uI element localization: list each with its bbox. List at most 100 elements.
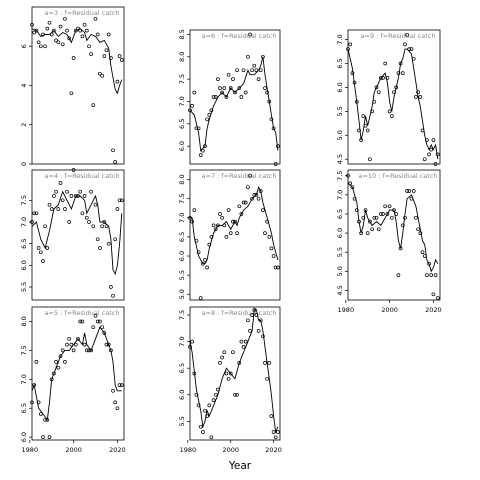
data-point [38,250,43,255]
data-point [376,227,381,232]
data-point [106,342,111,347]
data-point [429,147,434,152]
data-point [104,48,109,53]
data-point [256,77,261,81]
data-point [111,388,115,393]
data-point [196,250,201,255]
data-point [239,95,244,99]
data-point [226,208,231,212]
data-point [198,153,203,157]
data-point [433,273,438,277]
data-point [233,392,237,397]
y-tick-label: 7.0 [20,374,28,384]
x-tick-label: 1980 [338,306,355,314]
data-point [102,331,107,335]
data-point [100,224,104,229]
data-point [34,28,39,33]
data-point [119,58,124,62]
x-tick-label: 2000 [222,446,239,454]
data-point [190,339,194,344]
data-point [192,208,197,212]
data-point [60,198,65,203]
x-tick-label: 2020 [109,446,126,454]
y-tick-label: 7.5 [20,195,28,205]
data-point [43,417,47,422]
data-point [58,354,63,359]
data-point [263,86,267,90]
data-point [246,185,250,190]
y-tick-label: 8.0 [178,52,186,62]
data-point [196,403,201,408]
data-point [56,365,61,370]
y-tick-label: 5.0 [178,289,186,299]
y-tick-label: 8.0 [20,316,28,326]
data-point [407,189,412,193]
data-point [201,148,205,153]
data-point [198,296,203,300]
data-point [198,424,203,429]
data-point [411,189,416,193]
panel-5: a=7 : f=Residual catch 5.0 5.5 6.0 6.5 7.0 7.5… [178,169,281,301]
data-point [365,128,370,133]
data-point [87,44,91,49]
y-tick-label: 6.0 [178,141,186,151]
data-point [405,32,409,37]
panel-6: a=8 : f=Residual catch 5.5 6.0 6.5 7.0 7.5 198… [178,306,282,454]
data-point [435,152,440,157]
fitted-line [347,48,439,160]
data-point [30,220,34,224]
data-point [104,224,109,229]
data-point [111,148,115,153]
y-tick-label: 7.0 [178,96,186,106]
data-point [228,371,233,376]
data-point [396,71,401,75]
data-point [43,44,47,49]
data-point [95,237,100,242]
panel-1: a=3 : f=Residual catch 0 2 4 6 [20,6,125,166]
panel-title: a=10 : f=Residual catch [358,172,437,180]
data-point [93,202,98,207]
data-point [67,36,72,41]
panel-4: a=6 : f=Residual catch 6.0 6.5 7.0 7.5 8.0 8.5 [178,29,281,166]
x-axis-label: Year [228,460,252,472]
fitted-line [189,309,279,434]
data-point [69,194,74,198]
data-point [63,207,67,211]
data-point [32,30,37,35]
data-point [45,246,50,250]
data-point [54,360,58,364]
data-point [80,319,85,324]
data-point [220,215,224,220]
data-point [224,371,229,376]
data-point [263,231,267,235]
fitted-line [31,28,123,95]
data-point [241,68,246,73]
data-point [58,181,63,185]
data-point [207,403,212,408]
data-point [73,342,78,347]
panel-title: a=5 : f=Residual catch [45,309,120,317]
data-point [117,383,122,387]
data-point [414,95,418,99]
data-point [216,77,220,81]
panel-frame [31,169,125,301]
data-point [433,162,438,166]
data-point [82,342,87,347]
data-point [113,237,118,242]
panel-frame [31,6,125,165]
data-point [370,227,374,232]
data-point [425,273,429,277]
data-point [211,95,216,99]
data-point [222,350,227,355]
data-point [69,342,74,347]
data-point [241,345,246,349]
data-point [416,227,420,232]
y-tick-label: 6.5 [20,238,28,248]
data-point [205,117,209,122]
data-point [409,47,414,51]
data-point [385,212,390,216]
data-point [71,168,76,172]
data-point [115,406,120,411]
data-point [427,152,431,157]
data-point [113,400,118,405]
